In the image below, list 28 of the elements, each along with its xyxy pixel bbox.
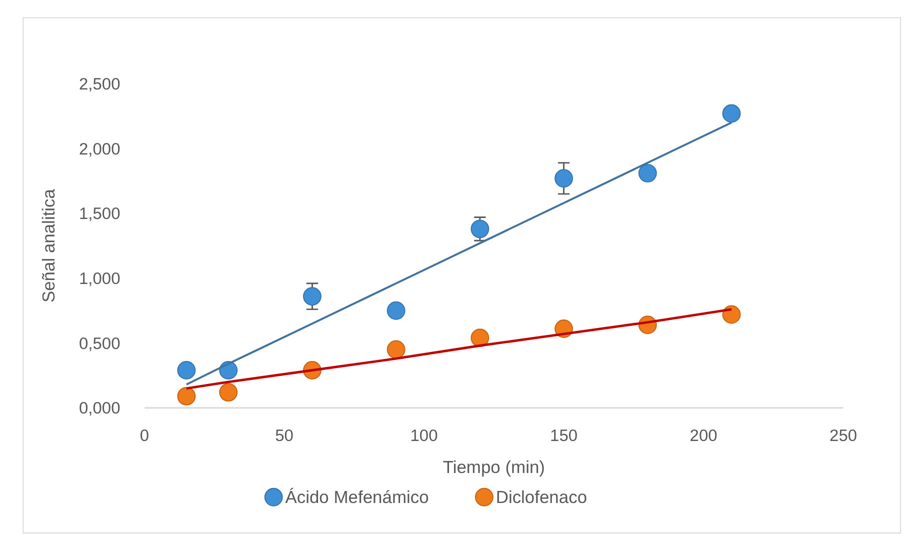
x-tick-label: 200 [690,426,718,445]
legend-label: Ácido Mefenámico [285,486,429,507]
point [177,361,196,380]
point [470,328,490,348]
x-tick-label: 250 [830,426,858,445]
x-tick-label: 50 [275,426,294,445]
y-tick-label: 1,500 [78,205,120,224]
y-axis-title: Señal analitica [38,188,58,303]
point [554,169,574,188]
x-tick-label: 100 [410,426,438,445]
point [722,305,741,324]
x-tick-label: 0 [140,426,150,445]
point [638,164,657,182]
legend-label: Diclofenaco [496,486,588,507]
point [219,383,238,402]
y-tick-label: 1,000 [78,270,120,288]
y-tick-label: 2,500 [78,76,120,94]
y-tick-label: 0,500 [78,334,120,353]
x-axis-title: Tiempo (min) [442,456,545,477]
point [177,386,196,406]
y-tick-label: 2,000 [78,140,120,158]
y-tick-label: 0,000 [78,400,120,418]
point [386,301,406,320]
point [303,287,322,306]
point [470,220,490,238]
point [722,104,741,123]
point [386,340,406,359]
x-tick-label: 150 [550,426,578,445]
